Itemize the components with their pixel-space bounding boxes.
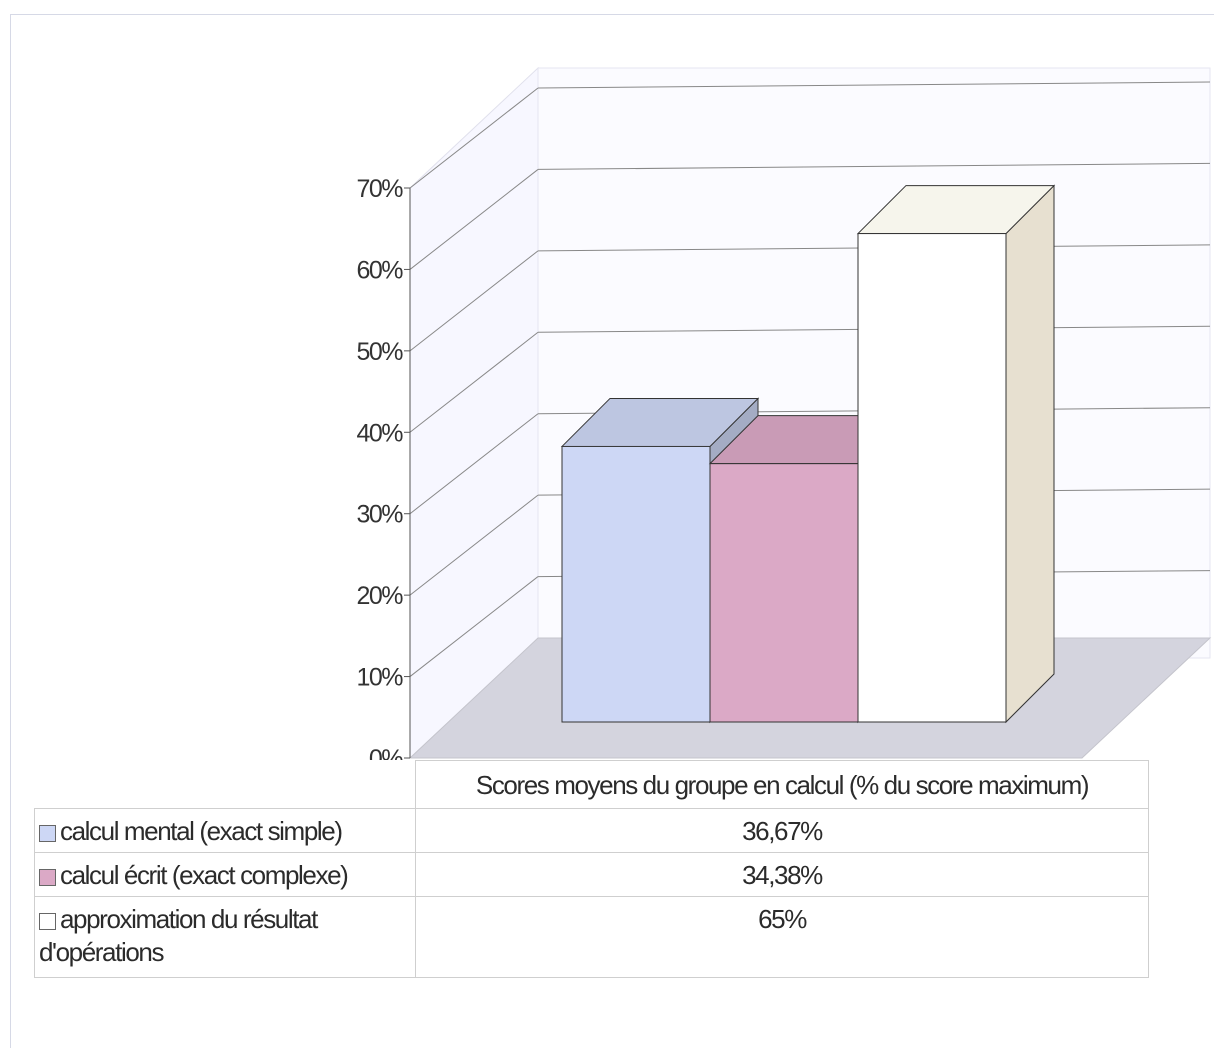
table-row: calcul écrit (exact complexe) 34,38%: [34, 852, 1149, 897]
bar-side: [1005, 184, 1055, 724]
y-tick-label: 0%: [369, 745, 403, 760]
y-tick-label: 20%: [356, 582, 403, 610]
bar-front: [857, 233, 1007, 723]
gridline: [409, 494, 539, 596]
gridline: [537, 162, 1211, 170]
gridline: [409, 576, 539, 677]
y-axis: 0% 10% 20% 30% 40% 50% 60% 70%: [356, 175, 411, 760]
table-header-row: Scores moyens du groupe en calcul (% du …: [34, 760, 1149, 809]
table-header: Scores moyens du groupe en calcul (% du …: [415, 760, 1149, 809]
gridline: [409, 413, 539, 515]
y-tick-label: 10%: [356, 664, 403, 692]
bars: [560, 184, 1056, 724]
gridline: [409, 169, 539, 270]
gridline: [409, 250, 539, 352]
legend-entry: approximation du résultat d'opérations: [34, 896, 416, 978]
data-table: Scores moyens du groupe en calcul (% du …: [34, 760, 1149, 978]
series-label: calcul écrit (exact complexe): [60, 860, 349, 890]
y-tick-label: 50%: [356, 338, 403, 366]
table-row: calcul mental (exact simple) 36,67%: [34, 808, 1149, 853]
bar-front: [709, 463, 859, 723]
chart-frame: [10, 14, 1214, 1048]
legend-entry: calcul mental (exact simple): [34, 808, 416, 853]
table-row: approximation du résultat d'opérations 6…: [34, 896, 1149, 978]
table-corner: [34, 760, 416, 809]
bar-front: [561, 445, 711, 723]
legend-entry: calcul écrit (exact complexe): [34, 852, 416, 897]
gridline: [409, 331, 539, 433]
y-tick-label: 60%: [356, 256, 403, 284]
legend-swatch-icon: [39, 869, 56, 886]
bar-chart: 0% 10% 20% 30% 40% 50% 60% 70%: [356, 66, 1212, 760]
legend-swatch-icon: [39, 913, 56, 930]
legend-swatch-icon: [39, 825, 56, 842]
data-label: 65%: [415, 896, 1149, 978]
data-label: 36,67%: [415, 808, 1149, 853]
bar: [856, 184, 1056, 724]
gridline: [537, 81, 1211, 89]
gridline: [409, 87, 539, 189]
y-tick-label: 40%: [356, 419, 403, 447]
y-tick-label: 30%: [356, 501, 403, 529]
data-label: 34,38%: [415, 852, 1149, 897]
series-label: approximation du résultat d'opérations: [39, 904, 318, 967]
side-wall: [409, 66, 539, 760]
y-tick-label: 70%: [356, 175, 403, 203]
series-label: calcul mental (exact simple): [60, 816, 343, 846]
